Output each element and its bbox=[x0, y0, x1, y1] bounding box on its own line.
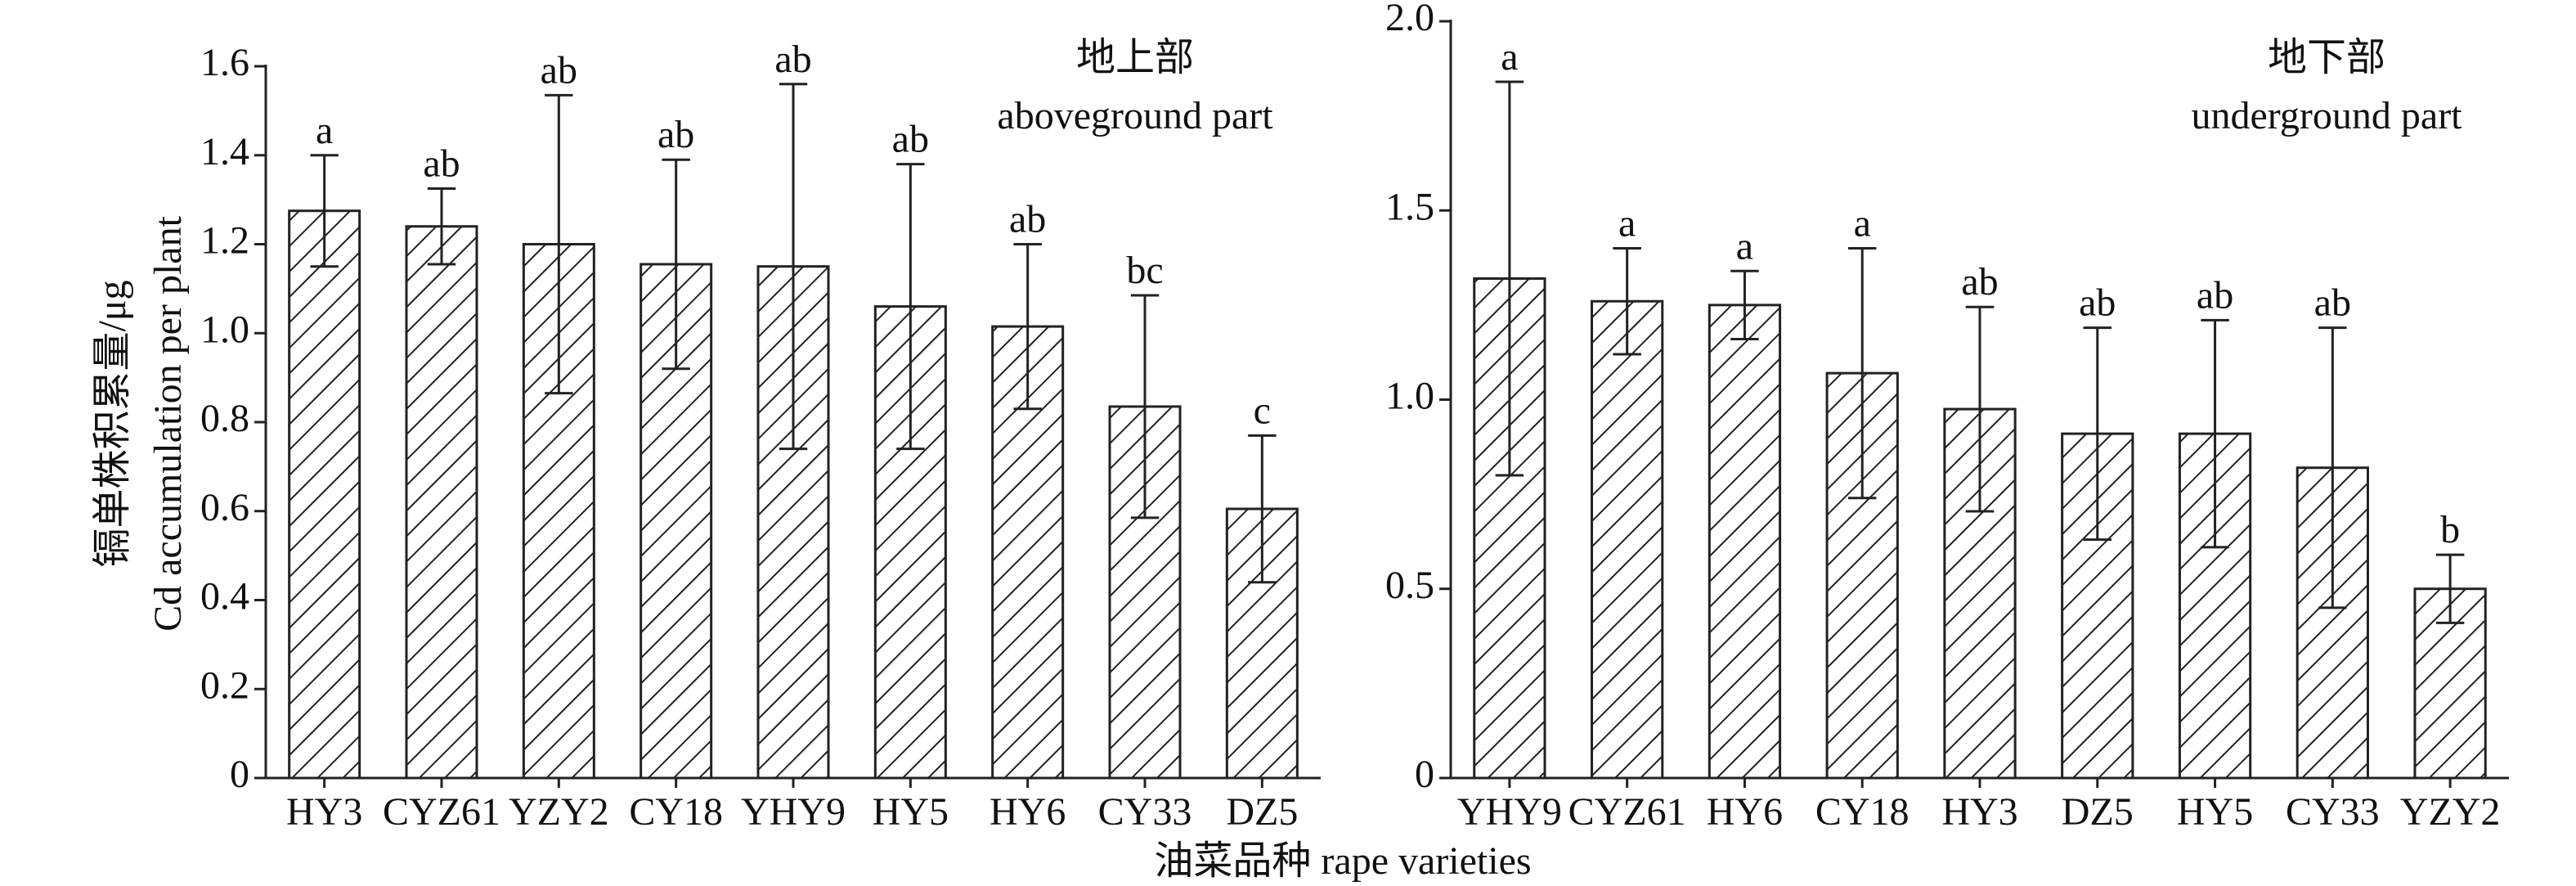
significance-letter: a bbox=[1854, 202, 1871, 245]
bar bbox=[1591, 299, 1664, 780]
x-tick-label: DZ5 bbox=[2062, 790, 2134, 834]
significance-letter: ab bbox=[657, 113, 694, 156]
y-tick-label: 1.5 bbox=[1385, 185, 1434, 228]
x-tick-label: YHY9 bbox=[741, 790, 846, 834]
y-tick-label: 2.0 bbox=[1385, 0, 1434, 39]
bar bbox=[1708, 304, 1782, 780]
x-tick-label: HY3 bbox=[286, 790, 362, 834]
x-tick-label: HY5 bbox=[873, 790, 949, 834]
y-tick-label: 0.2 bbox=[200, 663, 249, 707]
x-tick-label: YZY2 bbox=[2400, 790, 2501, 834]
y-tick-label: 1.0 bbox=[1385, 375, 1434, 418]
significance-letter: bc bbox=[1126, 249, 1163, 292]
annotation: 地上部 bbox=[1076, 36, 1194, 79]
x-tick-label: HY6 bbox=[1707, 790, 1783, 834]
significance-letter: a bbox=[1618, 202, 1636, 245]
significance-letter: a bbox=[1501, 35, 1518, 79]
y-tick-label: 0.6 bbox=[200, 486, 249, 529]
significance-letter: ab bbox=[892, 118, 929, 161]
x-tick-label: CYZ61 bbox=[1568, 790, 1686, 834]
bar bbox=[288, 209, 361, 780]
significance-letter: ab bbox=[2079, 281, 2116, 325]
y-tick-label: 1.2 bbox=[200, 219, 249, 263]
significance-letter: b bbox=[2440, 508, 2460, 551]
x-tick-label: CY18 bbox=[1815, 790, 1910, 834]
y-tick-label: 1.6 bbox=[200, 41, 249, 84]
annotation: 地下部 bbox=[2268, 36, 2385, 79]
y-tick-label: 1.4 bbox=[200, 130, 249, 173]
x-tick-label: CY33 bbox=[2286, 790, 2380, 834]
y-tick-label: 0.8 bbox=[200, 397, 249, 440]
bar bbox=[1943, 407, 2017, 780]
x-tick-label: DZ5 bbox=[1226, 790, 1298, 834]
y-tick-label: 0 bbox=[230, 753, 249, 796]
x-tick-label: YZY2 bbox=[509, 790, 609, 834]
significance-letter: c bbox=[1254, 389, 1271, 432]
bar bbox=[405, 225, 478, 780]
significance-letter: ab bbox=[541, 48, 577, 92]
x-tick-label: CYZ61 bbox=[383, 790, 500, 834]
annotation: underground part bbox=[2191, 94, 2462, 137]
significance-letter: ab bbox=[774, 38, 811, 81]
x-tick-label: YHY9 bbox=[1457, 790, 1562, 834]
significance-letter: ab bbox=[1009, 198, 1046, 241]
y-tick-label: 0.5 bbox=[1385, 564, 1434, 607]
significance-letter: a bbox=[316, 109, 333, 152]
x-axis-label: 油菜品种 rape varieties bbox=[1154, 839, 1531, 883]
x-tick-label: CY33 bbox=[1098, 790, 1192, 834]
x-tick-label: HY3 bbox=[1941, 790, 2017, 834]
significance-letter: ab bbox=[2197, 273, 2233, 317]
x-tick-label: HY5 bbox=[2177, 790, 2253, 834]
y-axis-label: Cd accumulation per plant bbox=[146, 215, 190, 632]
significance-letter: a bbox=[1736, 224, 1753, 268]
significance-letter: ab bbox=[1961, 260, 1998, 304]
annotation: aboveground part bbox=[997, 94, 1273, 137]
y-tick-label: 0.4 bbox=[200, 575, 249, 618]
x-tick-label: HY6 bbox=[990, 790, 1066, 834]
y-tick-label: 1.0 bbox=[200, 308, 249, 351]
significance-letter: ab bbox=[423, 142, 460, 186]
y-axis-label: 镉单株积累量/μg bbox=[91, 280, 134, 567]
y-tick-label: 0 bbox=[1415, 753, 1434, 796]
significance-letter: ab bbox=[2314, 281, 2351, 325]
x-tick-label: CY18 bbox=[629, 790, 723, 834]
